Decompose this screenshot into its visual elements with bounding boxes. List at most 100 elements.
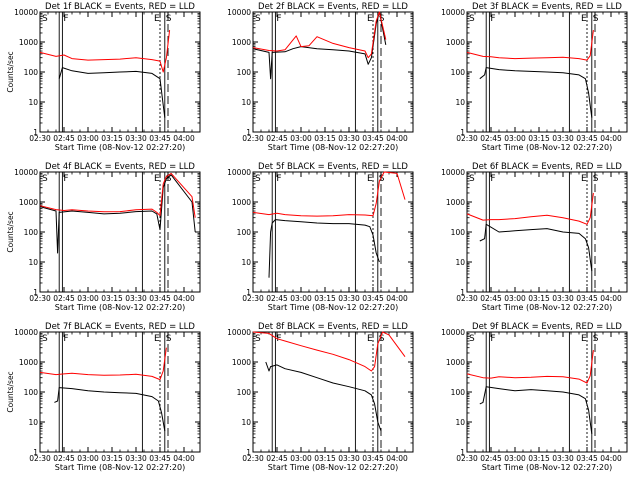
x-tick-label: 03:00 [504, 294, 526, 303]
x-tick-label: 02:30 [456, 134, 478, 143]
x-axis-label: Start Time (08-Nov-12 02:27:20) [268, 463, 398, 472]
panel-title: Det 8f BLACK = Events, RED = LLD [258, 322, 408, 332]
x-tick-label: 03:30 [552, 134, 574, 143]
lld-series-line [252, 171, 406, 217]
plot-frame [466, 331, 628, 453]
x-axis-label: Start Time (08-Nov-12 02:27:20) [55, 303, 185, 312]
x-tick-label: 03:45 [362, 294, 384, 303]
y-tick-label: 100 [237, 68, 252, 77]
event-marker-label: E [581, 14, 587, 24]
x-tick-label: 04:00 [173, 294, 195, 303]
y-tick-label: 1000 [232, 358, 251, 367]
panel-det-1: Det 1f BLACK = Events, RED = LLD 1 10 100 10… [6, 2, 201, 152]
panel-det-7: Det 7f BLACK = Events, RED = LLD 1 10 100 10… [6, 322, 201, 472]
event-marker-label: S [593, 334, 599, 344]
event-marker-label: F [490, 174, 495, 184]
x-tick-label: 02:30 [242, 134, 264, 143]
y-tick-label: 1 [33, 288, 38, 297]
x-tick-label: 02:30 [242, 294, 264, 303]
y-tick-label: 10 [455, 98, 465, 107]
y-tick-label: 1 [33, 448, 38, 457]
event-marker-label: S [42, 14, 48, 24]
event-marker-label: S [593, 174, 599, 184]
y-tick-label: 1 [460, 448, 465, 457]
event-marker-label: S [255, 14, 261, 24]
y-tick-label: 1 [246, 448, 251, 457]
event-marker-label: S [593, 14, 599, 24]
x-tick-label: 03:45 [576, 454, 598, 463]
event-marker-label: S [166, 334, 172, 344]
x-tick-label: 03:30 [125, 454, 147, 463]
y-tick-label: 1000 [19, 358, 38, 367]
x-tick-label: 03:15 [528, 294, 550, 303]
y-tick-label: 100 [237, 228, 252, 237]
panel-det-4: Det 4f BLACK = Events, RED = LLD 1 10 100 10… [6, 162, 201, 312]
y-tick-label: 100 [451, 228, 466, 237]
x-tick-label: 03:45 [362, 454, 384, 463]
plot-frame [252, 11, 414, 133]
y-tick-label: 100 [451, 68, 466, 77]
x-tick-label: 03:30 [125, 294, 147, 303]
y-tick-label: 10000 [441, 168, 465, 177]
x-tick-label: 03:00 [504, 134, 526, 143]
x-tick-label: 03:00 [77, 294, 99, 303]
x-axis-label: Start Time (08-Nov-12 02:27:20) [482, 463, 612, 472]
event-marker-label: E [367, 334, 373, 344]
y-tick-label: 10000 [227, 168, 251, 177]
x-tick-label: 03:30 [552, 294, 574, 303]
x-tick-label: 03:00 [290, 454, 312, 463]
x-tick-label: 03:45 [576, 134, 598, 143]
panel-det-3: Det 3f BLACK = Events, RED = LLD 1 10 100 10… [441, 2, 628, 152]
event-marker-label: S [42, 174, 48, 184]
x-tick-label: 03:00 [504, 454, 526, 463]
x-tick-label: 03:45 [149, 294, 171, 303]
x-tick-label: 04:00 [173, 134, 195, 143]
event-marker-label: F [490, 334, 495, 344]
x-axis-label: Start Time (08-Nov-12 02:27:20) [268, 303, 398, 312]
x-tick-label: 03:45 [362, 134, 384, 143]
y-tick-label: 1000 [19, 198, 38, 207]
x-tick-label: 03:30 [338, 294, 360, 303]
x-tick-label: 03:00 [77, 454, 99, 463]
x-axis-label: Start Time (08-Nov-12 02:27:20) [55, 143, 185, 152]
panel-title: Det 5f BLACK = Events, RED = LLD [258, 162, 408, 172]
panel-det-6: Det 6f BLACK = Events, RED = LLD 1 10 100 10… [441, 162, 628, 312]
plot-frame [252, 171, 414, 293]
lld-series-line [252, 11, 387, 59]
x-tick-label: 04:00 [386, 134, 408, 143]
events-series-line [479, 223, 593, 272]
lld-series-line [39, 30, 171, 73]
x-tick-label: 03:15 [101, 294, 123, 303]
x-tick-label: 02:30 [456, 454, 478, 463]
event-marker-label: S [255, 334, 261, 344]
x-tick-label: 02:45 [480, 134, 502, 143]
x-axis-label: Start Time (08-Nov-12 02:27:20) [482, 303, 612, 312]
y-tick-label: 100 [451, 388, 466, 397]
y-tick-label: 10 [241, 258, 251, 267]
y-tick-label: 10000 [441, 8, 465, 17]
y-tick-label: 10000 [227, 8, 251, 17]
x-tick-label: 02:45 [53, 134, 75, 143]
x-tick-label: 03:15 [528, 134, 550, 143]
x-tick-label: 03:00 [290, 134, 312, 143]
y-tick-label: 100 [24, 228, 39, 237]
panel-det-2: Det 2f BLACK = Events, RED = LLD 1 10 100 10… [227, 2, 414, 152]
panel-det-8: Det 8f BLACK = Events, RED = LLD 1 10 100 10… [227, 322, 414, 472]
y-tick-label: 10 [28, 98, 38, 107]
event-marker-label: S [469, 334, 475, 344]
event-marker-label: F [490, 14, 495, 24]
events-series-line [265, 361, 382, 432]
y-tick-label: 10 [28, 418, 38, 427]
y-axis-label: Counts/sec [6, 211, 15, 252]
y-tick-label: 10 [241, 98, 251, 107]
plot-frame [252, 331, 414, 453]
plot-frame [39, 331, 201, 453]
x-tick-label: 03:00 [77, 134, 99, 143]
event-marker-label: S [255, 174, 261, 184]
x-tick-label: 03:45 [576, 294, 598, 303]
event-marker-label: F [63, 174, 68, 184]
x-tick-label: 04:00 [600, 294, 622, 303]
event-marker-label: S [379, 174, 385, 184]
event-marker-label: E [581, 174, 587, 184]
x-tick-label: 03:30 [338, 134, 360, 143]
